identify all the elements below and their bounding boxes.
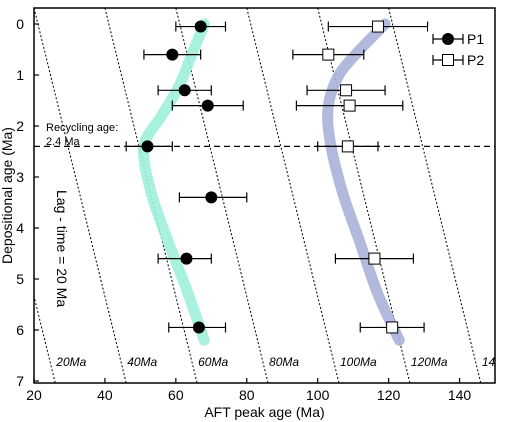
y-tick-label: 6 bbox=[16, 322, 24, 338]
data-point-p2 bbox=[368, 252, 381, 265]
data-point-p1 bbox=[166, 48, 179, 61]
isochrone-line bbox=[388, 8, 482, 383]
data-point-p2 bbox=[386, 321, 399, 334]
y-tick-label: 4 bbox=[16, 220, 24, 236]
data-point-p2 bbox=[341, 140, 354, 153]
data-point-p2 bbox=[371, 20, 384, 33]
lag-time-label: Lag - time = 20 Ma bbox=[54, 190, 70, 307]
data-point-layer bbox=[125, 20, 429, 334]
recycling-age-value: 2.4 Ma bbox=[46, 136, 81, 148]
legend-label: P2 bbox=[467, 52, 484, 68]
legend-marker-p2 bbox=[442, 54, 454, 66]
y-axis-title: Depositional age (Ma) bbox=[0, 127, 15, 264]
isochrone-line bbox=[246, 8, 340, 383]
data-point-p1 bbox=[194, 20, 207, 33]
data-point-p2 bbox=[340, 84, 353, 97]
isochrone-label: 80Ma bbox=[269, 355, 299, 369]
isochrone-label: 60Ma bbox=[198, 355, 228, 369]
legend-box bbox=[428, 26, 494, 72]
isochrone-label: 20Ma bbox=[55, 355, 86, 369]
y-tick-label: 1 bbox=[16, 67, 24, 83]
x-tick-label: 120 bbox=[377, 387, 401, 403]
plot-background bbox=[34, 8, 495, 383]
x-tick-label: 40 bbox=[97, 387, 113, 403]
data-point-p1 bbox=[201, 99, 214, 112]
y-tick-label: 3 bbox=[16, 169, 24, 185]
isochrone-label: 100Ma bbox=[340, 355, 377, 369]
y-tick-label: 7 bbox=[16, 373, 24, 389]
isochrone-line bbox=[34, 294, 56, 383]
y-tick-label: 0 bbox=[16, 16, 24, 32]
data-point-p2 bbox=[343, 99, 356, 112]
x-tick-label: 80 bbox=[239, 387, 255, 403]
isochrone-line bbox=[34, 8, 127, 383]
isochrone-label: 120Ma bbox=[411, 355, 448, 369]
y-tick-label: 5 bbox=[16, 271, 24, 287]
axes-frame bbox=[33, 7, 496, 384]
isochrone-label: 40Ma bbox=[127, 355, 157, 369]
data-point-p1 bbox=[178, 84, 191, 97]
x-axis-title: AFT peak age (Ma) bbox=[204, 404, 324, 420]
data-point-p1 bbox=[205, 191, 218, 204]
axes-layer: 20 40 60 80 100 120 140 0 1 2 3 4 5 6 7 AFT peak age (M… bbox=[0, 7, 496, 420]
recycling-age-label: Recycling age: bbox=[46, 122, 118, 134]
data-point-p2 bbox=[322, 48, 335, 61]
isochrone-label: 140Ma bbox=[482, 355, 512, 369]
legend-marker-p1 bbox=[442, 33, 454, 45]
plot-area bbox=[34, 8, 495, 383]
trend-curve bbox=[322, 18, 405, 346]
x-tick-label: 100 bbox=[306, 387, 330, 403]
x-tick-label: 140 bbox=[448, 387, 472, 403]
x-tick-label: 20 bbox=[26, 387, 42, 403]
data-point-p1 bbox=[192, 321, 205, 334]
recycling-line-layer: Recycling age: 2.4 Ma Lag - time = 20 Ma bbox=[34, 122, 495, 307]
data-point-p1 bbox=[141, 140, 154, 153]
x-tick-label: 60 bbox=[168, 387, 184, 403]
legend-label: P1 bbox=[467, 31, 484, 47]
data-point-p1 bbox=[180, 252, 193, 265]
y-tick-label: 2 bbox=[16, 118, 24, 134]
